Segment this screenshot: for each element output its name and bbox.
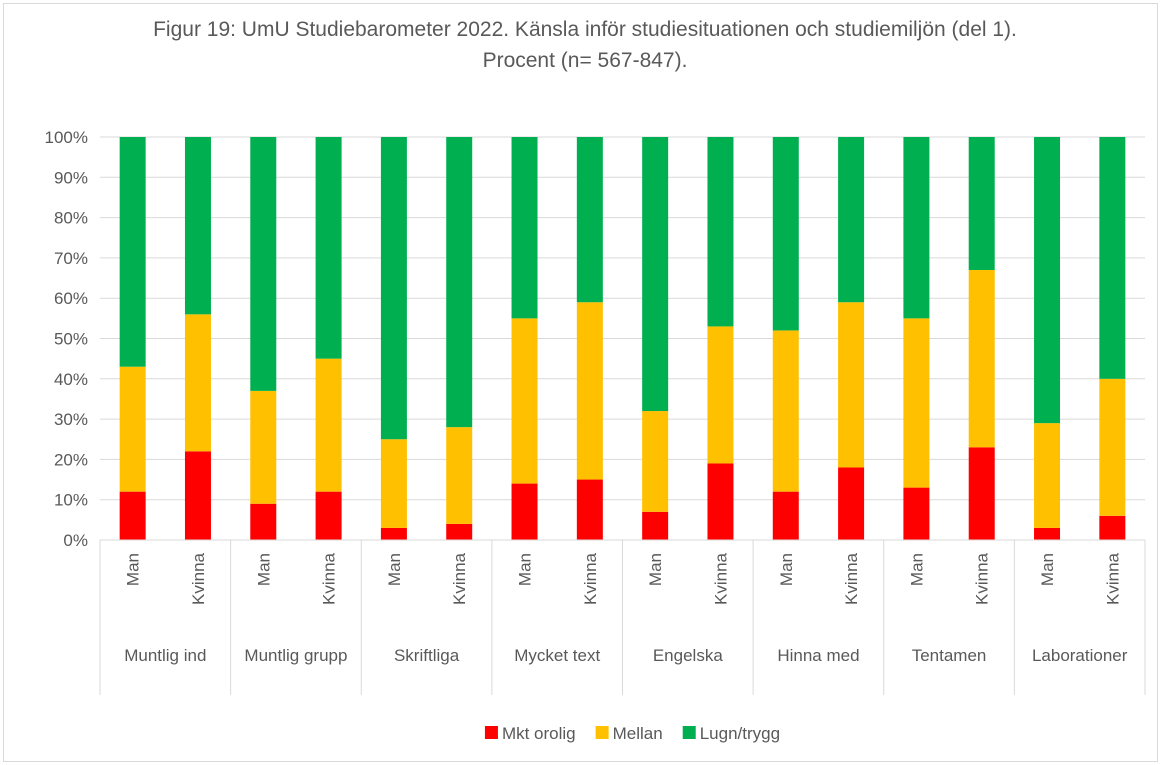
group-label: Skriftliga — [394, 646, 460, 665]
y-tick-label: 100% — [45, 128, 88, 147]
bar-segment — [968, 269, 995, 448]
bar-segment — [838, 302, 865, 468]
y-tick-label: 20% — [54, 450, 88, 469]
bar-segment — [772, 137, 799, 331]
legend-swatch — [484, 726, 498, 739]
x-tick-label: Kvinna — [842, 552, 861, 605]
bar-segment — [642, 137, 669, 412]
x-tick-label: Kvinna — [581, 552, 600, 605]
y-tick-label: 50% — [54, 330, 88, 349]
bar-segment — [1099, 515, 1126, 540]
legend: Mkt orolig Mellan Lugn/trygg — [484, 724, 780, 743]
group-label: Hinna med — [777, 646, 859, 665]
x-tick-label: Man — [254, 553, 273, 586]
bar-segment — [380, 439, 407, 528]
bar-segment — [903, 487, 930, 540]
bar-segment — [315, 491, 342, 540]
bar-segment — [968, 447, 995, 540]
bar-segment — [119, 137, 146, 367]
y-tick-label: 70% — [54, 249, 88, 268]
bar-segment — [250, 390, 277, 504]
bar-segment — [707, 326, 734, 464]
group-label: Engelska — [653, 646, 723, 665]
legend-label: Mellan — [613, 724, 663, 743]
bar-segment — [184, 314, 211, 452]
x-tick-label: Kvinna — [973, 552, 992, 605]
bar-segment — [838, 467, 865, 540]
bar-segment — [707, 137, 734, 327]
bar-segment — [1034, 423, 1061, 528]
bar-segment — [250, 137, 277, 391]
bar-segment — [250, 503, 277, 540]
x-tick-label: Man — [646, 553, 665, 586]
y-tick-label: 0% — [63, 531, 88, 550]
bar-segment — [1099, 137, 1126, 379]
bar-segment — [968, 137, 995, 270]
legend-swatch — [595, 726, 609, 739]
bar-segment — [315, 358, 342, 492]
group-label: Mycket text — [514, 646, 600, 665]
x-tick-label: Man — [516, 553, 535, 586]
group-label: Muntlig ind — [124, 646, 206, 665]
x-tick-label: Kvinna — [711, 552, 730, 605]
bar-segment — [511, 318, 538, 484]
legend-swatch — [682, 726, 696, 739]
bar-segment — [380, 137, 407, 440]
bar-segment — [1034, 527, 1061, 540]
bar-segment — [446, 427, 473, 524]
y-tick-label: 90% — [54, 168, 88, 187]
bar-segment — [1034, 137, 1061, 424]
chart-title: Figur 19: UmU Studiebarometer 2022. Käns… — [153, 18, 1017, 72]
bar-segment — [119, 366, 146, 492]
bar-segment — [772, 491, 799, 540]
bar-segment — [772, 330, 799, 492]
y-tick-label: 10% — [54, 491, 88, 510]
x-tick-label: Kvinna — [450, 552, 469, 605]
bar-segment — [315, 137, 342, 359]
x-tick-label: Man — [907, 553, 926, 586]
group-label: Tentamen — [912, 646, 987, 665]
bar-segment — [380, 527, 407, 540]
bar-segment — [119, 491, 146, 540]
legend-label: Lugn/trygg — [700, 724, 780, 743]
bar-segment — [446, 523, 473, 540]
bar-segment — [642, 411, 669, 512]
bar-segment — [576, 479, 603, 540]
y-tick-label: 30% — [54, 410, 88, 429]
bar-segment — [511, 483, 538, 540]
group-label: Laborationer — [1032, 646, 1128, 665]
bar-segment — [446, 137, 473, 428]
bar-segment — [707, 463, 734, 540]
y-tick-label: 80% — [54, 209, 88, 228]
bar-segment — [576, 302, 603, 480]
bar-segment — [184, 451, 211, 540]
x-tick-label: Man — [124, 553, 143, 586]
x-tick-label: Man — [385, 553, 404, 586]
bar-segment — [511, 137, 538, 319]
legend-label: Mkt orolig — [502, 724, 576, 743]
bar-segment — [1099, 378, 1126, 516]
x-tick-label: Man — [777, 553, 796, 586]
bar-segment — [903, 318, 930, 488]
bar-segment — [838, 137, 865, 303]
bar-segment — [184, 137, 211, 315]
y-tick-label: 40% — [54, 370, 88, 389]
group-label: Muntlig grupp — [244, 646, 347, 665]
x-tick-label: Man — [1038, 553, 1057, 586]
bar-segment — [903, 137, 930, 319]
y-tick-label: 60% — [54, 289, 88, 308]
x-tick-label: Kvinna — [320, 552, 339, 605]
bar-segment — [576, 137, 603, 303]
x-tick-label: Kvinna — [189, 552, 208, 605]
bar-segment — [642, 511, 669, 540]
x-tick-label: Kvinna — [1103, 552, 1122, 605]
